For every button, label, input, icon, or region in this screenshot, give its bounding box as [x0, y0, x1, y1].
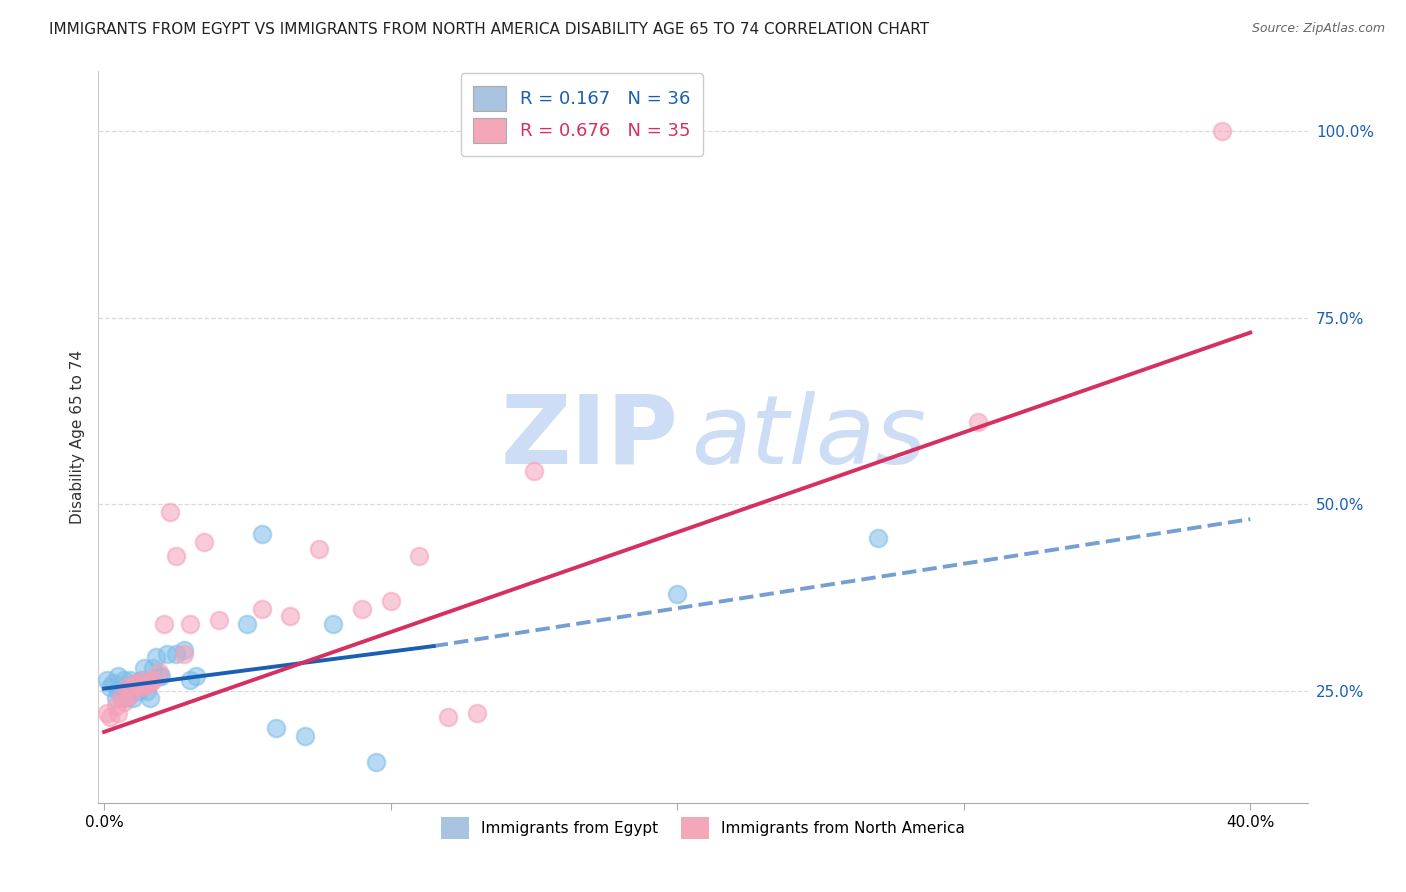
- Point: [139, 691, 162, 706]
- Point: [139, 676, 162, 690]
- Point: [866, 531, 889, 545]
- Point: [115, 680, 138, 694]
- Point: [666, 587, 689, 601]
- Point: [465, 706, 488, 721]
- Point: [523, 464, 546, 478]
- Point: [1211, 124, 1233, 138]
- Point: [107, 706, 129, 721]
- Point: [107, 683, 129, 698]
- Point: [112, 673, 135, 687]
- Point: [104, 698, 127, 713]
- Point: [112, 695, 135, 709]
- Point: [350, 601, 373, 615]
- Text: IMMIGRANTS FROM EGYPT VS IMMIGRANTS FROM NORTH AMERICA DISABILITY AGE 65 TO 74 C: IMMIGRANTS FROM EGYPT VS IMMIGRANTS FROM…: [49, 22, 929, 37]
- Point: [208, 613, 231, 627]
- Text: Source: ZipAtlas.com: Source: ZipAtlas.com: [1251, 22, 1385, 36]
- Point: [408, 549, 430, 564]
- Point: [124, 676, 146, 690]
- Point: [115, 691, 138, 706]
- Text: atlas: atlas: [690, 391, 927, 483]
- Point: [156, 647, 179, 661]
- Point: [96, 706, 118, 721]
- Point: [250, 601, 273, 615]
- Text: ZIP: ZIP: [501, 391, 679, 483]
- Point: [142, 661, 165, 675]
- Point: [136, 683, 159, 698]
- Point: [437, 710, 460, 724]
- Point: [112, 680, 135, 694]
- Point: [128, 683, 150, 698]
- Point: [131, 680, 153, 694]
- Point: [110, 685, 132, 699]
- Point: [96, 673, 118, 687]
- Point: [193, 534, 215, 549]
- Point: [184, 669, 207, 683]
- Point: [98, 680, 121, 694]
- Point: [366, 755, 388, 769]
- Point: [150, 669, 173, 683]
- Point: [165, 647, 187, 661]
- Point: [280, 609, 302, 624]
- Point: [121, 691, 143, 706]
- Point: [308, 542, 330, 557]
- Point: [118, 673, 141, 687]
- Point: [159, 505, 181, 519]
- Point: [134, 673, 156, 687]
- Point: [165, 549, 187, 564]
- Point: [124, 676, 146, 690]
- Point: [148, 665, 170, 680]
- Point: [173, 642, 195, 657]
- Point: [250, 527, 273, 541]
- Point: [107, 669, 129, 683]
- Point: [101, 676, 124, 690]
- Y-axis label: Disability Age 65 to 74: Disability Age 65 to 74: [69, 350, 84, 524]
- Point: [380, 594, 402, 608]
- Point: [179, 673, 201, 687]
- Point: [118, 688, 141, 702]
- Point: [131, 676, 153, 690]
- Point: [104, 691, 127, 706]
- Point: [294, 729, 316, 743]
- Point: [153, 616, 176, 631]
- Point: [179, 616, 201, 631]
- Legend: Immigrants from Egypt, Immigrants from North America: Immigrants from Egypt, Immigrants from N…: [433, 809, 973, 847]
- Point: [98, 710, 121, 724]
- Point: [110, 691, 132, 706]
- Point: [131, 673, 153, 687]
- Point: [236, 616, 259, 631]
- Point: [145, 650, 167, 665]
- Point: [142, 673, 165, 687]
- Point: [264, 721, 287, 735]
- Point: [173, 647, 195, 661]
- Point: [148, 669, 170, 683]
- Point: [128, 678, 150, 692]
- Point: [322, 616, 344, 631]
- Point: [967, 415, 990, 429]
- Point: [136, 678, 159, 692]
- Point: [134, 661, 156, 675]
- Point: [121, 680, 143, 694]
